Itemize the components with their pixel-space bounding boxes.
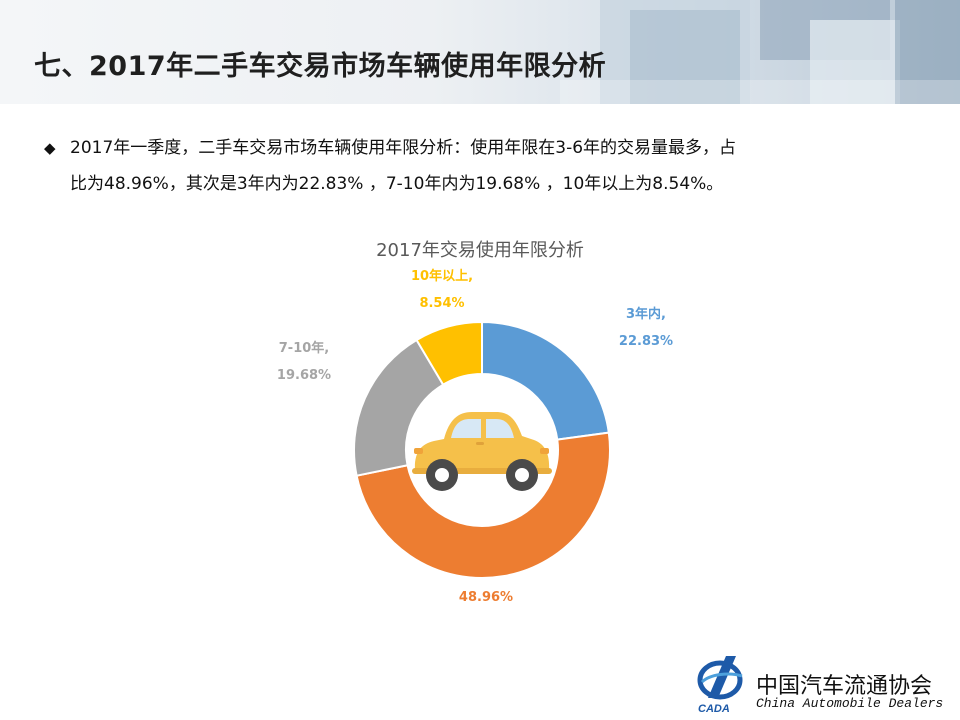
header-decoration bbox=[560, 0, 960, 104]
cada-logo-icon: CADA bbox=[697, 656, 743, 714]
slice-label-value-1: 48.96% bbox=[459, 590, 513, 605]
car-icon bbox=[406, 374, 558, 526]
slice-label-name-0: 3年内, bbox=[626, 306, 666, 322]
diamond-bullet-icon: ◆ bbox=[44, 139, 56, 157]
cada-logo: CADA 中国汽车流通协会 China Automobile Dealers bbox=[694, 652, 954, 716]
summary-line-1: 2017年一季度，二手车交易市场车辆使用年限分析：使用年限在3-6年的交易量最多… bbox=[70, 138, 737, 158]
logo-name-cn: 中国汽车流通协会 bbox=[756, 674, 933, 699]
logo-name-en: China Automobile Dealers bbox=[756, 696, 944, 711]
summary-line-2: 比为48.96%，其次是3年内为22.83% ，7-10年内为19.68% ，1… bbox=[70, 174, 724, 194]
chart-title: 2017年交易使用年限分析 bbox=[376, 240, 584, 261]
slice-label-value-3: 8.54% bbox=[419, 296, 464, 311]
slice-label-value-0: 22.83% bbox=[619, 334, 673, 349]
page-title: 七、2017年二手车交易市场车辆使用年限分析 bbox=[34, 51, 607, 82]
slice-label-value-2: 19.68% bbox=[277, 368, 331, 383]
logo-mark-text: CADA bbox=[698, 703, 730, 714]
slice-label-name-3: 10年以上, bbox=[411, 268, 473, 284]
header-banner: 七、2017年二手车交易市场车辆使用年限分析 bbox=[0, 0, 960, 104]
slice-label-name-2: 7-10年, bbox=[279, 340, 329, 356]
